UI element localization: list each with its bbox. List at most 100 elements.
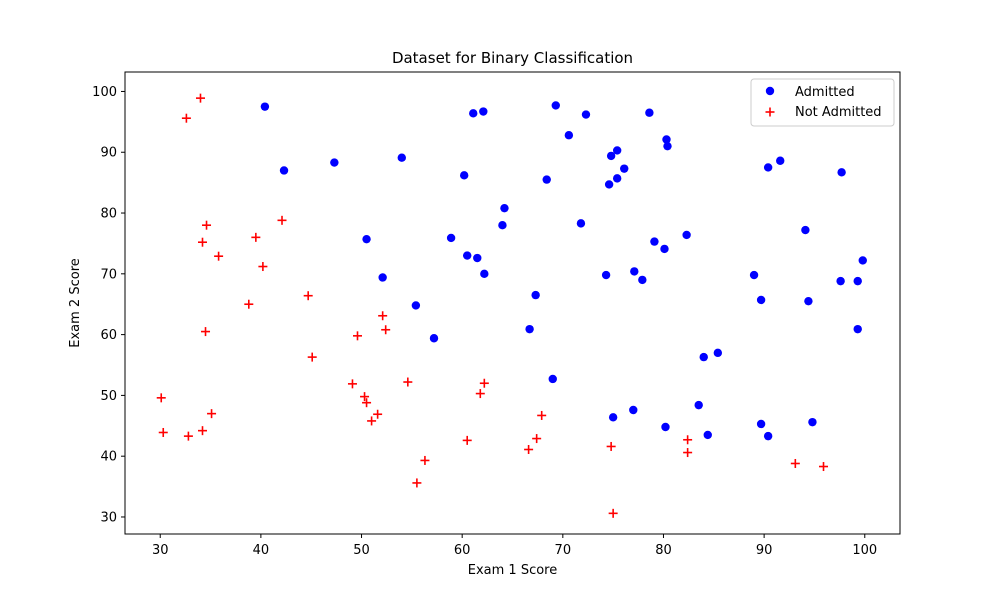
admitted-point	[411, 301, 421, 310]
not-admitted-point	[207, 409, 217, 419]
admitted-point	[612, 174, 622, 183]
y-tick-label: 30	[100, 510, 117, 525]
admitted-point	[378, 273, 387, 282]
series-admitted	[260, 101, 867, 441]
plot-area-frame	[124, 71, 901, 535]
not-admitted-point	[683, 448, 693, 458]
not-admitted-point	[524, 445, 534, 455]
x-tick-label: 90	[756, 543, 773, 558]
x-tick-label: 100	[852, 543, 877, 558]
admitted-point	[630, 267, 639, 276]
admitted-point	[446, 233, 456, 243]
admitted-point	[801, 225, 810, 235]
x-tick-label: 80	[655, 543, 672, 558]
admitted-point	[531, 290, 540, 300]
not-admitted-point	[532, 434, 542, 444]
admitted-point	[608, 413, 618, 422]
y-tick-label: 50	[100, 389, 117, 404]
not-admitted-point	[183, 431, 193, 441]
x-tick-label: 30	[152, 543, 169, 558]
x-tick-label: 70	[555, 543, 572, 558]
admitted-point	[837, 168, 846, 177]
not-admitted-point	[353, 331, 362, 341]
admitted-point	[480, 269, 489, 279]
admitted-point	[703, 430, 712, 440]
y-axis-label: Exam 2 Score	[68, 258, 83, 347]
admitted-point	[612, 146, 622, 155]
not-admitted-point	[307, 352, 317, 362]
admitted-point	[756, 419, 766, 429]
admitted-point	[581, 110, 591, 119]
admitted-point	[362, 234, 371, 244]
not-admitted-point	[214, 251, 224, 261]
admitted-point	[763, 431, 773, 441]
admitted-point	[694, 400, 703, 410]
admitted-point	[548, 374, 557, 384]
admitted-point	[473, 253, 482, 263]
admitted-point	[551, 101, 560, 110]
y-axis: 30 40 50 60 70 80 90 100	[92, 85, 125, 525]
series-not-admitted	[156, 93, 829, 518]
not-admitted-point	[198, 237, 207, 247]
admitted-point	[858, 256, 867, 265]
y-tick-label: 60	[100, 328, 117, 343]
admitted-point	[749, 270, 759, 280]
admitted-point	[429, 334, 439, 343]
not-admitted-point	[420, 455, 430, 465]
admitted-point	[763, 163, 773, 172]
admitted-point	[638, 275, 647, 285]
legend-box	[750, 78, 895, 127]
admitted-point	[661, 422, 670, 432]
admitted-point	[479, 107, 488, 116]
not-admitted-point	[367, 416, 377, 426]
legend-not-admitted-marker	[765, 107, 775, 117]
admitted-point	[756, 295, 766, 305]
admitted-point	[601, 270, 611, 280]
legend-admitted-label: Admitted	[795, 85, 855, 100]
not-admitted-point	[537, 410, 547, 420]
x-tick-label: 60	[454, 543, 471, 558]
not-admitted-point	[198, 426, 207, 436]
admitted-point	[604, 180, 614, 189]
admitted-point	[498, 220, 507, 230]
admitted-point	[699, 352, 708, 362]
admitted-point	[279, 166, 289, 175]
admitted-point	[713, 348, 723, 358]
y-tick-label: 90	[100, 146, 117, 161]
not-admitted-point	[683, 435, 693, 445]
admitted-point	[469, 109, 478, 118]
not-admitted-point	[202, 220, 212, 230]
y-tick-label: 70	[100, 267, 117, 282]
data-marks	[156, 93, 867, 518]
legend-not-admitted-label: Not Admitted	[795, 105, 882, 120]
admitted-point	[459, 171, 469, 180]
admitted-point	[660, 244, 669, 254]
admitted-point	[853, 324, 862, 334]
admitted-point	[629, 405, 638, 415]
legend: Admitted Not Admitted	[750, 78, 895, 127]
x-tick-label: 50	[353, 543, 370, 558]
not-admitted-point	[181, 113, 191, 123]
not-admitted-point	[195, 93, 205, 103]
not-admitted-point	[201, 327, 211, 337]
not-admitted-point	[378, 311, 388, 321]
not-admitted-point	[251, 232, 261, 242]
admitted-point	[525, 324, 534, 334]
not-admitted-point	[479, 378, 489, 388]
admitted-point	[620, 164, 629, 173]
admitted-point	[853, 276, 862, 286]
admitted-point	[606, 151, 616, 161]
not-admitted-point	[303, 291, 313, 301]
not-admitted-point	[258, 262, 268, 272]
not-admitted-point	[347, 379, 357, 389]
y-tick-label: 80	[100, 207, 117, 222]
not-admitted-point	[381, 325, 391, 335]
admitted-point	[663, 141, 672, 151]
not-admitted-point	[360, 392, 370, 402]
admitted-point	[804, 296, 813, 306]
admitted-point	[682, 230, 691, 240]
admitted-point	[808, 417, 817, 427]
not-admitted-point	[606, 441, 616, 451]
not-admitted-point	[373, 409, 383, 419]
